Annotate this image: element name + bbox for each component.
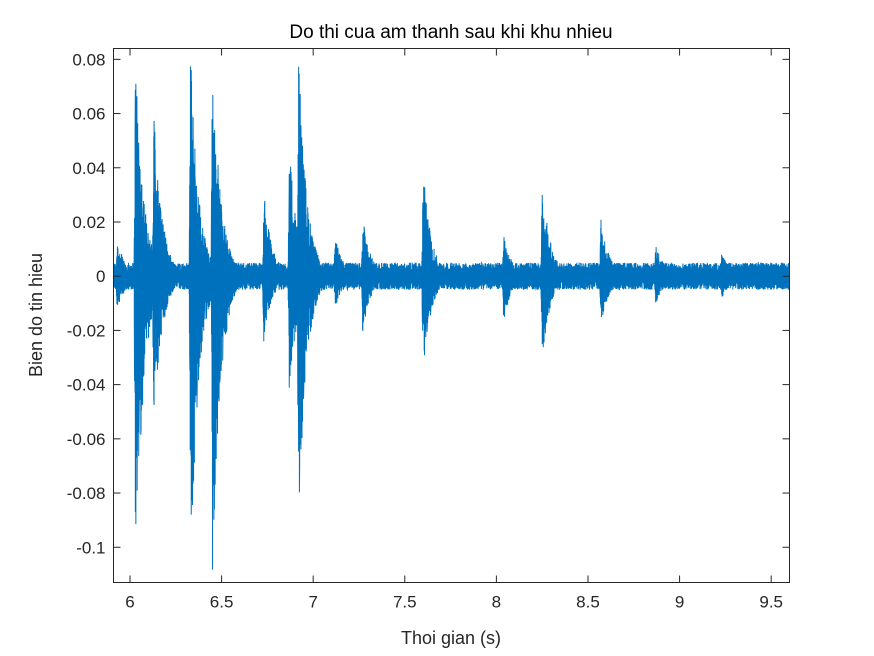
- y-axis-label: Bien do tin hieu: [26, 253, 46, 377]
- y-tick-label: 0.02: [72, 213, 105, 232]
- chart-title: Do thi cua am thanh sau khi khu nhieu: [289, 22, 612, 43]
- x-tick-label: 8.5: [576, 593, 600, 612]
- y-tick-label: -0.02: [67, 321, 106, 340]
- y-tick-label: 0: [96, 267, 105, 286]
- x-axis-label: Thoi gian (s): [401, 628, 501, 648]
- y-tick-label: -0.08: [67, 484, 106, 503]
- x-tick-label: 7.5: [393, 593, 417, 612]
- y-tick-label: -0.04: [67, 376, 106, 395]
- y-tick-label: 0.04: [72, 159, 105, 178]
- signal-line: [113, 66, 790, 570]
- x-tick-label: 7: [308, 593, 317, 612]
- y-tick-label: -0.06: [67, 430, 106, 449]
- y-tick-label: 0.06: [72, 105, 105, 124]
- x-tick-label: 8: [492, 593, 501, 612]
- y-tick-label: 0.08: [72, 50, 105, 69]
- y-axis: 0.08 0.06 0.04 0.02 0 -0.02 -0.04 -0.06 -0.08 -0.…: [67, 50, 790, 557]
- x-axis: 6 6.5 7 7.5 8 8.5 9 9.5: [125, 48, 783, 612]
- x-tick-label: 9: [675, 593, 684, 612]
- signal-layer: [113, 66, 790, 570]
- x-tick-label: 6: [125, 593, 134, 612]
- y-tick-label: -0.1: [76, 538, 105, 557]
- plot-frame: [113, 48, 790, 583]
- x-tick-label: 9.5: [759, 593, 783, 612]
- x-tick-label: 6.5: [210, 593, 234, 612]
